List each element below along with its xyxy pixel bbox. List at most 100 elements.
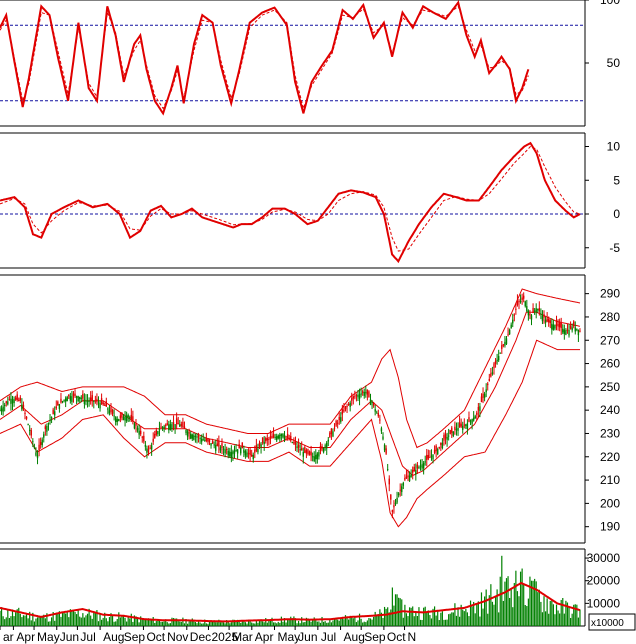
candle-body	[540, 313, 542, 315]
candle-body	[7, 401, 9, 405]
macd-panel	[0, 141, 585, 264]
candle-body	[0, 408, 3, 412]
candle-body	[235, 449, 237, 452]
candle-body	[138, 430, 140, 435]
candle-body	[127, 415, 129, 417]
candle-body	[352, 396, 354, 399]
candle-body	[58, 404, 61, 409]
candle-body	[429, 457, 431, 459]
candle-body	[283, 435, 286, 440]
candle-body	[437, 449, 439, 455]
candle-body	[274, 436, 276, 438]
candle-body	[379, 419, 381, 421]
candle-body	[168, 424, 170, 431]
candle-body	[494, 360, 497, 364]
candle-body	[527, 310, 530, 316]
candle-body	[190, 433, 192, 439]
candle-body	[310, 451, 312, 456]
candle-body	[232, 451, 234, 455]
candle-body	[416, 464, 419, 469]
candle-body	[161, 427, 164, 429]
candle-body	[2, 406, 4, 412]
candle-body	[19, 397, 22, 401]
candle-body	[451, 427, 453, 433]
candle-body	[130, 414, 133, 420]
y-tick-label: 240	[600, 403, 620, 417]
x-tick-label: Dec	[190, 630, 211, 644]
candle-body	[383, 444, 386, 451]
candle-body	[560, 322, 562, 329]
candle-body	[150, 445, 153, 450]
candle-body	[566, 329, 569, 331]
candle-body	[307, 449, 309, 455]
candle-body	[557, 323, 559, 327]
candle-body	[404, 477, 406, 480]
candle-body	[11, 399, 14, 404]
candle-body	[407, 475, 409, 477]
candle-body	[230, 452, 233, 458]
candle-body	[135, 423, 137, 426]
candle-body	[3, 404, 6, 406]
candle-body	[504, 341, 506, 346]
candle-body	[354, 396, 356, 398]
candle-body	[216, 443, 218, 446]
y-tick-label: 10	[607, 140, 621, 154]
candle-body	[286, 433, 289, 438]
candle-body	[482, 393, 484, 398]
candle-body	[541, 315, 544, 322]
candle-body	[155, 430, 158, 435]
y-tick-label: 290	[600, 287, 620, 301]
candle-body	[32, 441, 34, 443]
candle-body	[341, 409, 344, 415]
candle-body	[246, 452, 248, 458]
y-tick-label: 260	[600, 357, 620, 371]
candle-body	[440, 442, 442, 445]
candle-body	[476, 412, 478, 415]
candle-body	[188, 432, 190, 434]
candle-body	[474, 416, 476, 419]
candle-body	[377, 413, 380, 417]
candle-body	[357, 394, 359, 398]
candle-body	[149, 447, 151, 449]
candle-body	[77, 396, 79, 402]
candle-body	[18, 399, 20, 401]
candle-body	[480, 396, 483, 403]
volume-ma-line	[0, 581, 581, 623]
candle-body	[449, 430, 451, 435]
stochastic-panel	[0, 0, 585, 116]
candle-body	[225, 449, 228, 451]
y-tick-label: 10000	[587, 596, 621, 610]
x-tick-label: May	[278, 630, 301, 644]
candle-body	[285, 436, 287, 438]
candle-body	[288, 439, 290, 441]
bollinger-middle-band	[0, 311, 581, 476]
candle-body	[372, 402, 375, 406]
candle-body	[455, 428, 458, 431]
candle-body	[111, 409, 114, 414]
candle-body	[316, 453, 319, 460]
candle-body	[182, 421, 184, 428]
stoch-main-line	[0, 0, 530, 116]
candle-body	[69, 396, 72, 401]
candle-body	[535, 308, 537, 312]
candle-body	[8, 398, 11, 400]
y-tick-label: 5	[613, 173, 620, 187]
candle-body	[569, 325, 572, 329]
candle-body	[196, 436, 198, 438]
candle-body	[311, 456, 314, 458]
candle-body	[227, 450, 229, 456]
candle-body	[61, 401, 64, 403]
candle-body	[327, 439, 329, 442]
candle-body	[27, 424, 29, 426]
candle-body	[333, 427, 336, 429]
candle-body	[204, 440, 206, 442]
candle-body	[386, 469, 389, 471]
y-tick-label: 190	[600, 520, 620, 534]
candle-body	[508, 329, 511, 335]
candle-body	[297, 444, 300, 448]
candle-body	[291, 442, 294, 444]
candle-body	[33, 446, 36, 448]
candle-body	[554, 325, 556, 329]
candle-body	[57, 401, 59, 406]
candle-body	[94, 400, 97, 402]
